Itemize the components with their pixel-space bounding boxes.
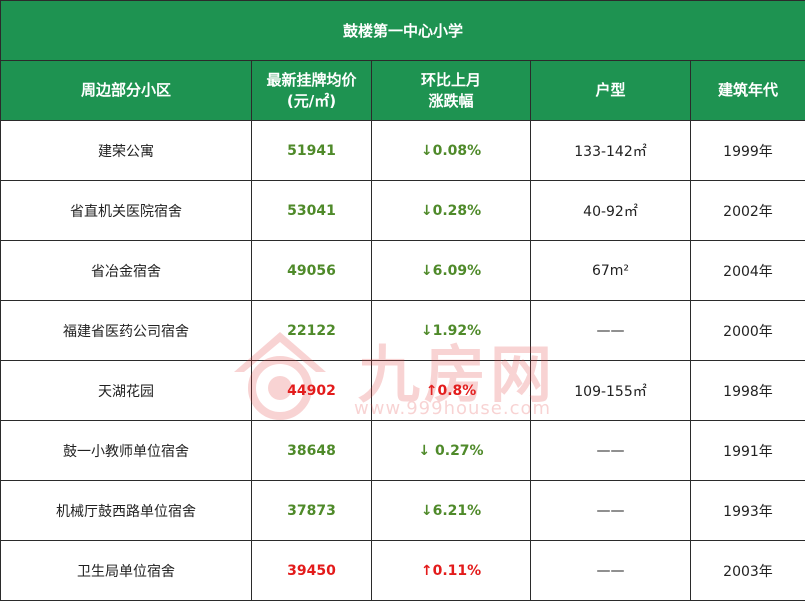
- year-cell: 1999年: [690, 120, 805, 181]
- table-row: 福建省医药公司宿舍 22122 ↓1.92% —— 2000年: [0, 300, 805, 361]
- price-cell: 22122: [251, 300, 372, 361]
- community-cell: 机械厅鼓西路单位宿舍: [0, 480, 252, 541]
- header-change-line2: 涨跌幅: [428, 91, 474, 110]
- header-community: 周边部分小区: [0, 60, 252, 121]
- table-row: 卫生局单位宿舍 39450 ↑0.11% —— 2003年: [0, 540, 805, 601]
- header-price-line2: (元/㎡): [286, 91, 337, 110]
- table-title-row: 鼓楼第一中心小学: [0, 0, 805, 61]
- change-cell: ↓ 0.27%: [371, 420, 531, 481]
- year-cell: 1991年: [690, 420, 805, 481]
- layout-cell: 133-142㎡: [530, 120, 691, 181]
- community-cell: 鼓一小教师单位宿舍: [0, 420, 252, 481]
- layout-cell: ——: [530, 540, 691, 601]
- header-layout: 户型: [530, 60, 691, 121]
- header-change: 环比上月 涨跌幅: [371, 60, 531, 121]
- price-cell: 51941: [251, 120, 372, 181]
- change-cell: ↓0.08%: [371, 120, 531, 181]
- header-price: 最新挂牌均价 (元/㎡): [251, 60, 372, 121]
- table-title: 鼓楼第一中心小学: [0, 0, 805, 61]
- table-row: 鼓一小教师单位宿舍 38648 ↓ 0.27% —— 1991年: [0, 420, 805, 481]
- table-row: 建荣公寓 51941 ↓0.08% 133-142㎡ 1999年: [0, 120, 805, 181]
- price-cell: 39450: [251, 540, 372, 601]
- table-row: 天湖花园 44902 ↑0.8% 109-155㎡ 1998年: [0, 360, 805, 421]
- price-cell: 53041: [251, 180, 372, 241]
- community-cell: 建荣公寓: [0, 120, 252, 181]
- change-cell: ↓1.92%: [371, 300, 531, 361]
- price-cell: 38648: [251, 420, 372, 481]
- layout-cell: 109-155㎡: [530, 360, 691, 421]
- community-cell: 省冶金宿舍: [0, 240, 252, 301]
- change-cell: ↓6.09%: [371, 240, 531, 301]
- price-cell: 44902: [251, 360, 372, 421]
- layout-cell: ——: [530, 300, 691, 361]
- community-cell: 省直机关医院宿舍: [0, 180, 252, 241]
- layout-cell: ——: [530, 480, 691, 541]
- layout-cell: ——: [530, 420, 691, 481]
- change-cell: ↑0.8%: [371, 360, 531, 421]
- year-cell: 2004年: [690, 240, 805, 301]
- table-row: 省冶金宿舍 49056 ↓6.09% 67m² 2004年: [0, 240, 805, 301]
- year-cell: 2002年: [690, 180, 805, 241]
- table-header-row: 周边部分小区 最新挂牌均价 (元/㎡) 环比上月 涨跌幅 户型 建筑年代: [0, 60, 805, 121]
- year-cell: 2000年: [690, 300, 805, 361]
- table-row: 省直机关医院宿舍 53041 ↓0.28% 40-92㎡ 2002年: [0, 180, 805, 241]
- community-cell: 福建省医药公司宿舍: [0, 300, 252, 361]
- community-cell: 天湖花园: [0, 360, 252, 421]
- change-cell: ↓6.21%: [371, 480, 531, 541]
- price-cell: 49056: [251, 240, 372, 301]
- header-year: 建筑年代: [690, 60, 805, 121]
- layout-cell: 40-92㎡: [530, 180, 691, 241]
- year-cell: 1998年: [690, 360, 805, 421]
- header-price-line1: 最新挂牌均价: [266, 70, 357, 89]
- table-row: 机械厅鼓西路单位宿舍 37873 ↓6.21% —— 1993年: [0, 480, 805, 541]
- layout-cell: 67m²: [530, 240, 691, 301]
- community-cell: 卫生局单位宿舍: [0, 540, 252, 601]
- header-change-line1: 环比上月: [420, 70, 481, 89]
- change-cell: ↓0.28%: [371, 180, 531, 241]
- year-cell: 2003年: [690, 540, 805, 601]
- change-cell: ↑0.11%: [371, 540, 531, 601]
- price-cell: 37873: [251, 480, 372, 541]
- year-cell: 1993年: [690, 480, 805, 541]
